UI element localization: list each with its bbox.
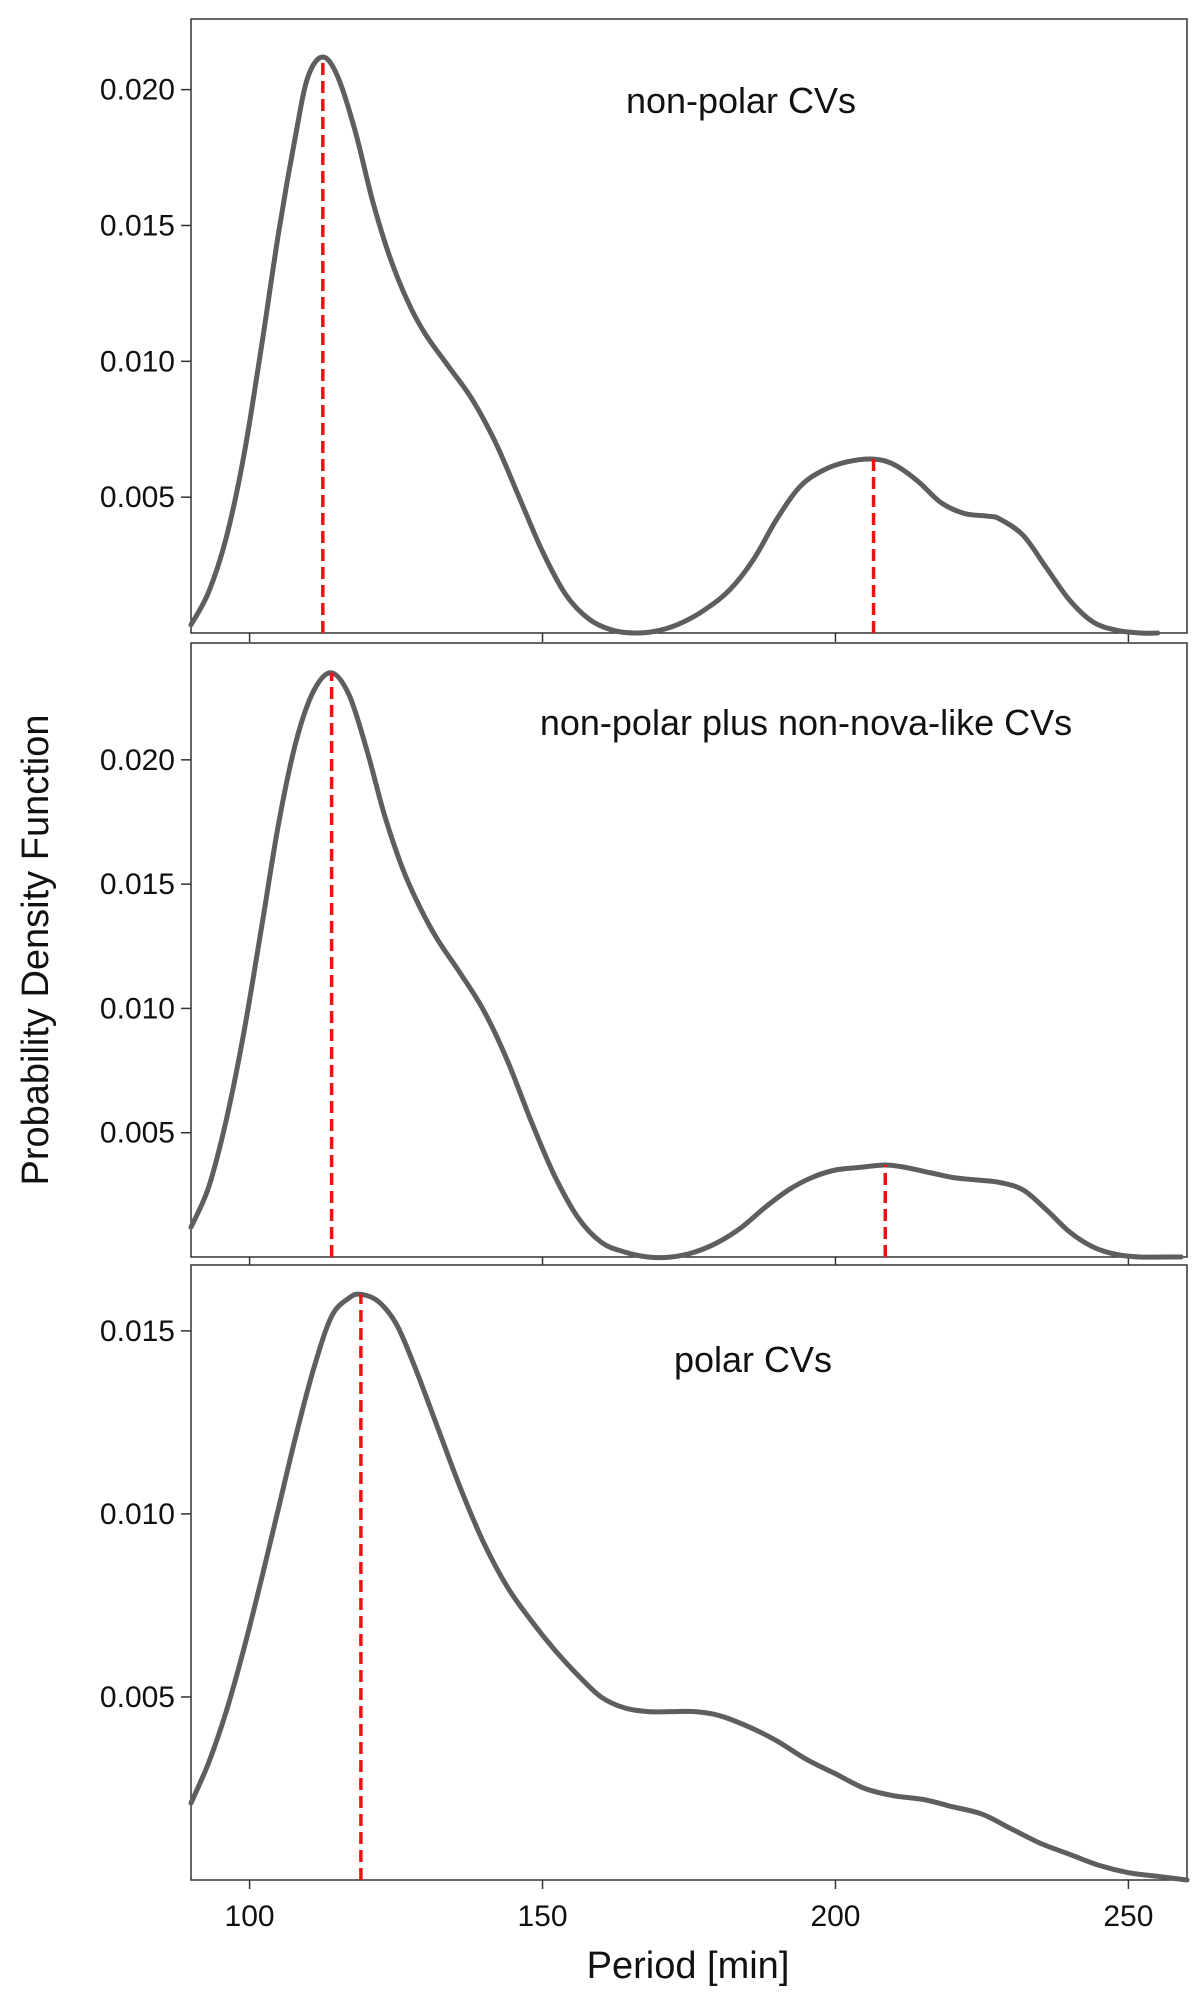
panel-title: polar CVs [674, 1339, 832, 1380]
x-tick-label: 150 [517, 1900, 567, 1933]
panel-2: 0.005 0.010 0.015 0.020 non-polar plus non-n… [100, 642, 1188, 1266]
y-tick-label: 0.005 [100, 1117, 175, 1150]
y-tick-label: 0.015 [100, 209, 175, 242]
y-tick-label: 0.010 [100, 345, 175, 378]
y-tick-label: 0.020 [100, 744, 175, 777]
x-tick-label: 200 [810, 1900, 860, 1933]
density-curve [188, 670, 1184, 1261]
y-tick-label: 0.020 [100, 74, 175, 107]
x-tick-label: 250 [1103, 1900, 1153, 1933]
y-tick-label: 0.010 [100, 992, 175, 1025]
x-tick-label: 100 [225, 1900, 275, 1933]
plot-frame [190, 1264, 1188, 1881]
density-curve [188, 54, 1161, 636]
y-axis-title: Probability Density Function [15, 715, 57, 1186]
y-tick-label: 0.005 [100, 481, 175, 514]
panel-title: non-polar plus non-nova-like CVs [540, 702, 1072, 743]
panel-3: 0.005 0.010 0.015 polar CVs [100, 1264, 1190, 1889]
y-tick-label: 0.005 [100, 1681, 175, 1714]
y-tick-label: 0.015 [100, 1315, 175, 1348]
y-tick-label: 0.015 [100, 868, 175, 901]
y-tick-label: 0.010 [100, 1498, 175, 1531]
panel-title: non-polar CVs [626, 80, 856, 121]
plot-frame [190, 642, 1188, 1258]
density-curve [188, 1291, 1190, 1883]
x-axis-title: Period [min] [587, 1945, 790, 1987]
panel-1: 0.005 0.010 0.015 0.020 non-polar CVs [100, 18, 1188, 642]
